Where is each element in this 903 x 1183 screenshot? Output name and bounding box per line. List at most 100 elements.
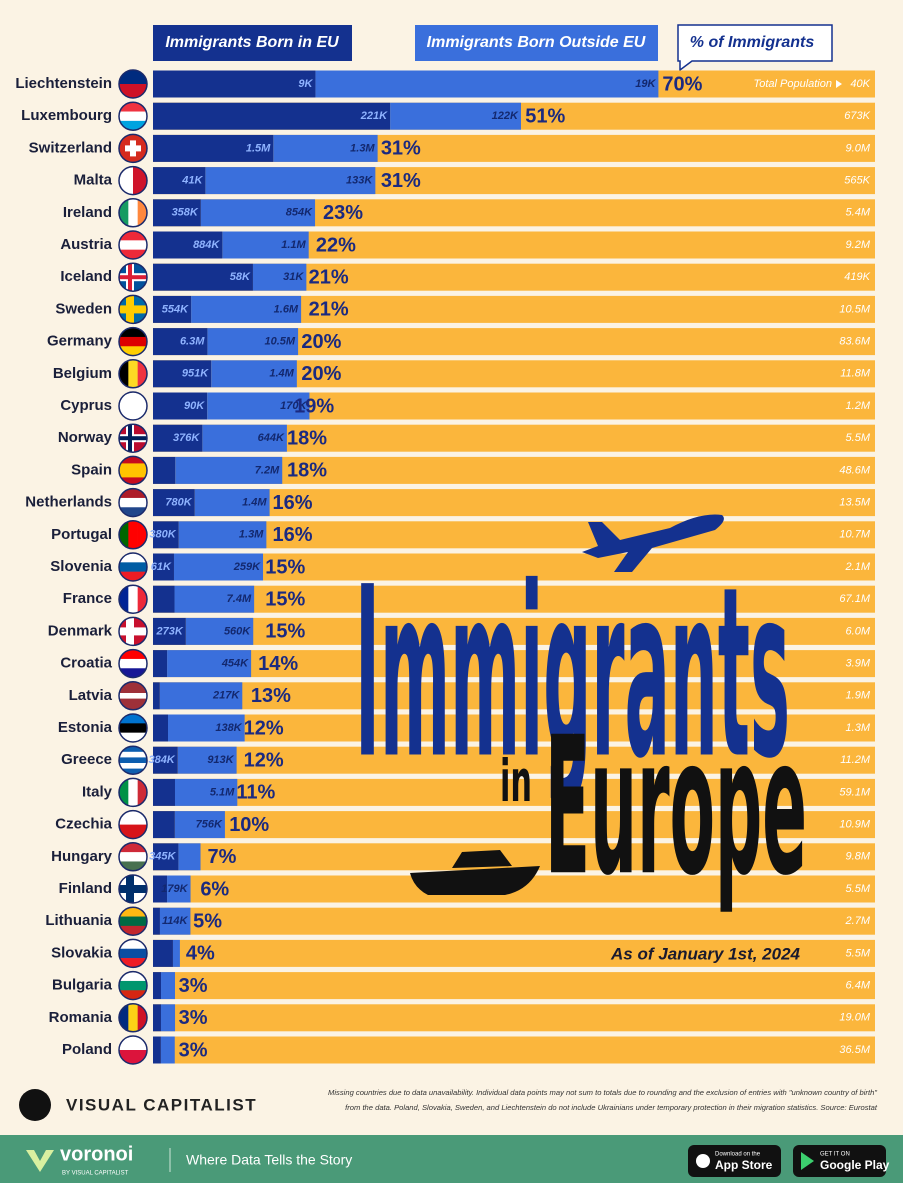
- share-label: 18%: [287, 427, 327, 449]
- flag-stripe: [119, 658, 147, 669]
- flag: [119, 778, 148, 807]
- bar-segment: [153, 682, 160, 710]
- boat-icon: [410, 850, 540, 895]
- bar-segment: [205, 167, 376, 195]
- flag-outline: [118, 842, 148, 872]
- flag-stripe: [137, 198, 148, 227]
- country-label: Czechia: [55, 816, 112, 833]
- flag-stripe: [119, 70, 147, 85]
- flag-outline: [118, 262, 148, 292]
- country-label: France: [63, 590, 112, 607]
- population-bar: [153, 650, 875, 678]
- bar-segment: [172, 939, 180, 967]
- bar-segment: [153, 263, 253, 291]
- bar-segment: [191, 295, 302, 323]
- flag: [119, 649, 147, 678]
- country-label: Greece: [61, 751, 112, 768]
- bar-segment: [167, 650, 252, 678]
- flag-outline: [118, 230, 148, 260]
- bar-segment: [153, 167, 206, 195]
- flag: [119, 231, 147, 260]
- flag-stripe: [119, 470, 147, 478]
- flag-cross: [119, 885, 147, 893]
- flag-stripe: [119, 497, 147, 508]
- flag: [119, 875, 147, 903]
- flag-stripe: [137, 520, 148, 549]
- country-label: Slovenia: [50, 558, 112, 575]
- legend-box: [415, 25, 658, 61]
- population-label: 5.5M: [846, 883, 871, 895]
- flag-stripe: [128, 585, 138, 614]
- population-bar: [153, 778, 875, 806]
- segment-label: 884K: [193, 239, 220, 251]
- flag: [119, 746, 147, 775]
- bar-segment: [161, 972, 175, 1000]
- share-label: 22%: [316, 234, 356, 256]
- flag-stripe: [119, 852, 147, 862]
- flag-cross: [119, 436, 147, 441]
- flag-stripe: [119, 120, 147, 131]
- flag-outline: [118, 101, 148, 131]
- legend-box: [677, 24, 833, 72]
- bar-segment: [160, 1004, 176, 1032]
- flag-stripe: [119, 571, 147, 582]
- flag-stripe: [119, 681, 147, 688]
- annotation-arrow: [836, 80, 842, 88]
- flag: [119, 971, 147, 1000]
- flag: [119, 102, 147, 131]
- segment-label: 380K: [149, 529, 176, 541]
- segment-label: 90K: [184, 400, 205, 412]
- share-label: 15%: [265, 556, 305, 578]
- flag-stripe: [137, 585, 148, 614]
- bar-segment: [153, 134, 274, 162]
- flag-stripe: [119, 346, 147, 356]
- flag-outline: [118, 294, 148, 325]
- flag-outline: [118, 906, 148, 936]
- flag-stripe: [137, 359, 148, 388]
- population-bar: [153, 617, 875, 645]
- population-label: 11.8M: [840, 368, 871, 380]
- bar-segment: [174, 811, 225, 839]
- flag: [119, 681, 147, 711]
- flag: [119, 392, 147, 421]
- flag: [119, 166, 148, 195]
- app-name: voronoi: [60, 1143, 133, 1165]
- flag-stripe: [128, 198, 138, 227]
- app-store-button[interactable]: [688, 1145, 781, 1177]
- bar-segment: [153, 392, 208, 420]
- bar-segment: [153, 907, 160, 935]
- country-label: Germany: [47, 333, 113, 350]
- segment-label: 1.3M: [350, 142, 375, 154]
- share-label: 23%: [323, 202, 363, 224]
- population-bar: [153, 553, 875, 581]
- population-label: 2.7M: [845, 915, 871, 927]
- segment-label: 780K: [165, 497, 192, 509]
- bar-segment: [211, 360, 297, 388]
- flag: [119, 359, 148, 388]
- flag-outline: [118, 198, 148, 228]
- flag-outline: [118, 69, 148, 99]
- country-label: Bulgaria: [52, 977, 113, 994]
- segment-label: 345K: [149, 851, 176, 863]
- country-label: Italy: [82, 783, 113, 800]
- google-play-button[interactable]: [793, 1145, 886, 1177]
- apple-icon: [696, 1154, 710, 1168]
- flag: [119, 456, 147, 485]
- population-label: 5.5M: [846, 947, 871, 959]
- bar-segment: [167, 875, 191, 903]
- bar-segment: [252, 263, 307, 291]
- population-bar: [153, 714, 875, 742]
- bar-segment: [153, 456, 176, 484]
- bar-segment: [153, 360, 212, 388]
- share-label: 5%: [193, 910, 222, 932]
- flag-outline: [118, 874, 148, 904]
- flag-stripe: [119, 1050, 147, 1065]
- flag-stripe: [119, 488, 147, 499]
- flag-stripe: [119, 842, 147, 853]
- bar-segment: [153, 972, 162, 1000]
- share-label: 12%: [244, 749, 284, 771]
- bar-segment: [390, 102, 521, 130]
- flag-stripe: [119, 763, 147, 769]
- legend-label: Immigrants Born in EU: [165, 34, 339, 51]
- flag-stripe: [128, 520, 138, 549]
